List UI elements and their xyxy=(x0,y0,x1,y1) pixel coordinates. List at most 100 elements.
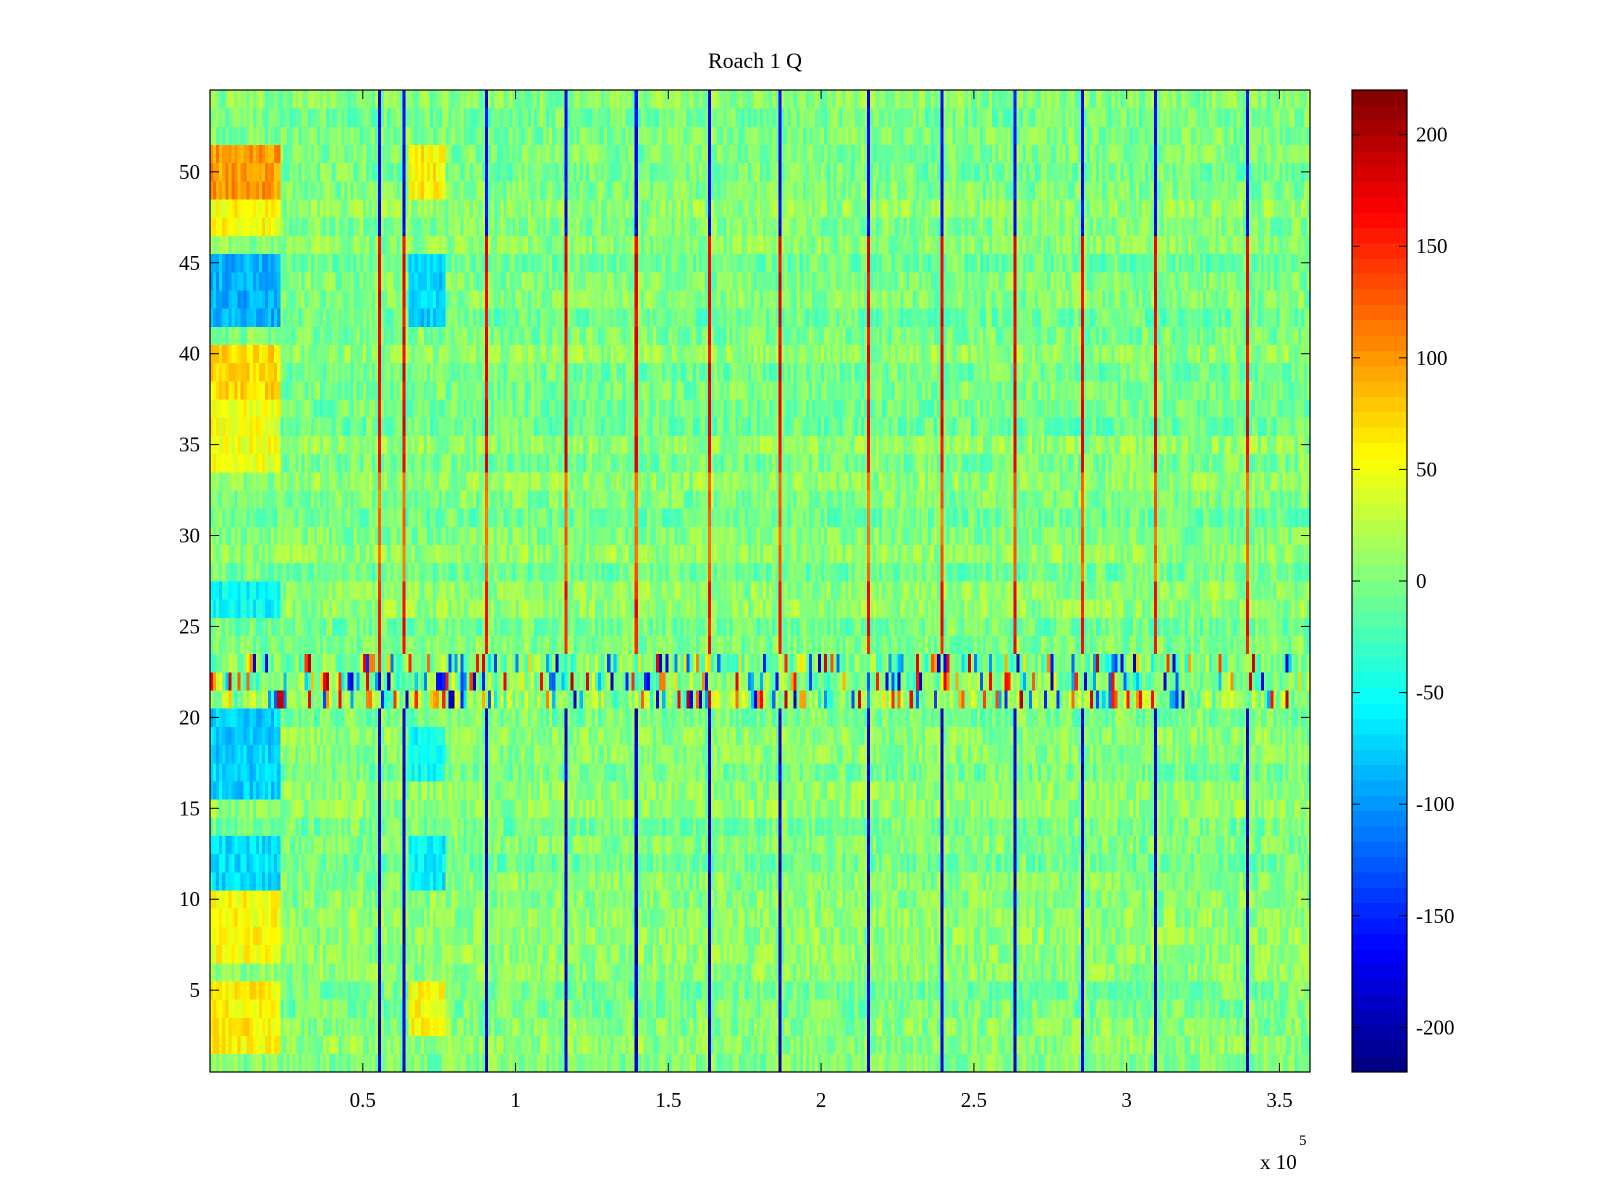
heatmap-cell xyxy=(1282,890,1286,909)
heatmap-cell xyxy=(637,962,642,982)
heatmap-cell xyxy=(1190,926,1195,946)
heatmap-cell xyxy=(634,1017,639,1037)
heatmap-cell xyxy=(909,890,914,909)
heatmap-cell xyxy=(515,1017,520,1037)
heatmap-cell xyxy=(506,962,510,982)
heatmap-cell xyxy=(518,871,523,891)
heatmap-cell xyxy=(906,981,911,1000)
heatmap-cell xyxy=(552,835,556,855)
heatmap-cell xyxy=(729,853,733,873)
heatmap-cell xyxy=(567,908,571,927)
heatmap-cell xyxy=(1221,926,1225,946)
heatmap-cell xyxy=(1151,1017,1155,1037)
heatmap-cell xyxy=(274,835,278,855)
heatmap-cell xyxy=(268,835,272,855)
heatmap-cell xyxy=(1123,962,1128,982)
heatmap-cell xyxy=(894,962,898,982)
heatmap-cell xyxy=(671,890,675,909)
heatmap-cell xyxy=(210,962,214,982)
heatmap-cell xyxy=(1270,853,1274,873)
heatmap-cell xyxy=(356,835,361,855)
heatmap-cell xyxy=(980,853,984,873)
heatmap-cell xyxy=(237,999,241,1018)
heatmap-cell xyxy=(1267,944,1271,964)
heatmap-cell xyxy=(1083,835,1088,855)
heatmap-cell xyxy=(579,908,584,927)
heatmap-cell xyxy=(695,853,700,873)
heatmap-cell xyxy=(579,999,584,1018)
heatmap-cell xyxy=(280,999,284,1018)
heatmap-cell xyxy=(430,835,434,855)
heatmap-cell xyxy=(1096,944,1100,964)
heatmap-cell xyxy=(811,817,816,836)
heatmap-cell xyxy=(445,890,449,909)
heatmap-cell xyxy=(485,1017,489,1037)
heatmap-cell xyxy=(283,944,287,964)
heatmap-cell xyxy=(246,962,251,982)
heatmap-cell xyxy=(1111,835,1115,855)
heatmap-cell xyxy=(717,1053,721,1072)
heatmap-cell xyxy=(1172,944,1176,964)
heatmap-cell xyxy=(1230,926,1235,946)
heatmap-cell xyxy=(362,981,367,1000)
heatmap-cell xyxy=(558,1035,562,1055)
heatmap-cell xyxy=(1279,1053,1283,1072)
heatmap-cell xyxy=(830,835,834,855)
heatmap-cell xyxy=(1248,890,1253,909)
heatmap-cell xyxy=(918,981,923,1000)
heatmap-cell xyxy=(368,1017,373,1037)
heatmap-cell xyxy=(1175,962,1180,982)
heatmap-cell xyxy=(384,926,388,946)
heatmap-cell xyxy=(1028,871,1033,891)
heatmap-cell xyxy=(448,981,452,1000)
heatmap-cell xyxy=(387,908,391,927)
heatmap-cell xyxy=(1099,835,1103,855)
heatmap-cell xyxy=(573,944,578,964)
heatmap-cell xyxy=(561,835,565,855)
heatmap-cell xyxy=(778,1035,782,1055)
heatmap-cell xyxy=(417,1017,422,1037)
heatmap-cell xyxy=(790,853,795,873)
heatmap-cell xyxy=(222,999,226,1018)
heatmap-cell xyxy=(760,944,764,964)
heatmap-cell xyxy=(839,835,843,855)
heatmap-cell xyxy=(1001,926,1005,946)
heatmap-cell xyxy=(1031,853,1036,873)
heatmap-cell xyxy=(970,817,975,836)
heatmap-cell xyxy=(906,871,911,891)
heatmap-cell xyxy=(882,1035,886,1055)
heatmap-cell xyxy=(643,944,648,964)
heatmap-cell xyxy=(1135,1053,1140,1072)
heatmap-cell xyxy=(601,835,605,855)
heatmap-cell xyxy=(405,853,410,873)
heatmap-cell xyxy=(1120,926,1125,946)
heatmap-cell xyxy=(228,981,232,1000)
heatmap-cell xyxy=(512,1053,516,1072)
heatmap-cell xyxy=(237,981,241,1000)
heatmap-cell xyxy=(665,853,669,873)
heatmap-cell xyxy=(500,835,504,855)
heatmap-cell xyxy=(445,926,449,946)
heatmap-cell xyxy=(1007,871,1011,891)
heatmap-cell xyxy=(931,962,935,982)
heatmap-cell xyxy=(381,926,385,946)
heatmap-cell xyxy=(478,890,483,909)
heatmap-cell xyxy=(1218,926,1222,946)
heatmap-cell xyxy=(851,944,856,964)
heatmap-cell xyxy=(1193,962,1198,982)
heatmap-cell xyxy=(1251,871,1256,891)
heatmap-cell xyxy=(677,871,681,891)
heatmap-cell xyxy=(1209,853,1213,873)
heatmap-cell xyxy=(595,962,599,982)
heatmap-cell xyxy=(1230,890,1235,909)
heatmap-cell xyxy=(989,926,993,946)
heatmap-cell xyxy=(934,926,938,946)
heatmap-cell xyxy=(805,944,810,964)
heatmap-cell xyxy=(1233,890,1238,909)
heatmap-cell xyxy=(433,981,437,1000)
heatmap-cell xyxy=(1065,835,1070,855)
heatmap-cell xyxy=(1001,1017,1005,1037)
heatmap-cell xyxy=(989,1017,993,1037)
heatmap-cell xyxy=(436,890,440,909)
heatmap-cell xyxy=(258,1053,263,1072)
